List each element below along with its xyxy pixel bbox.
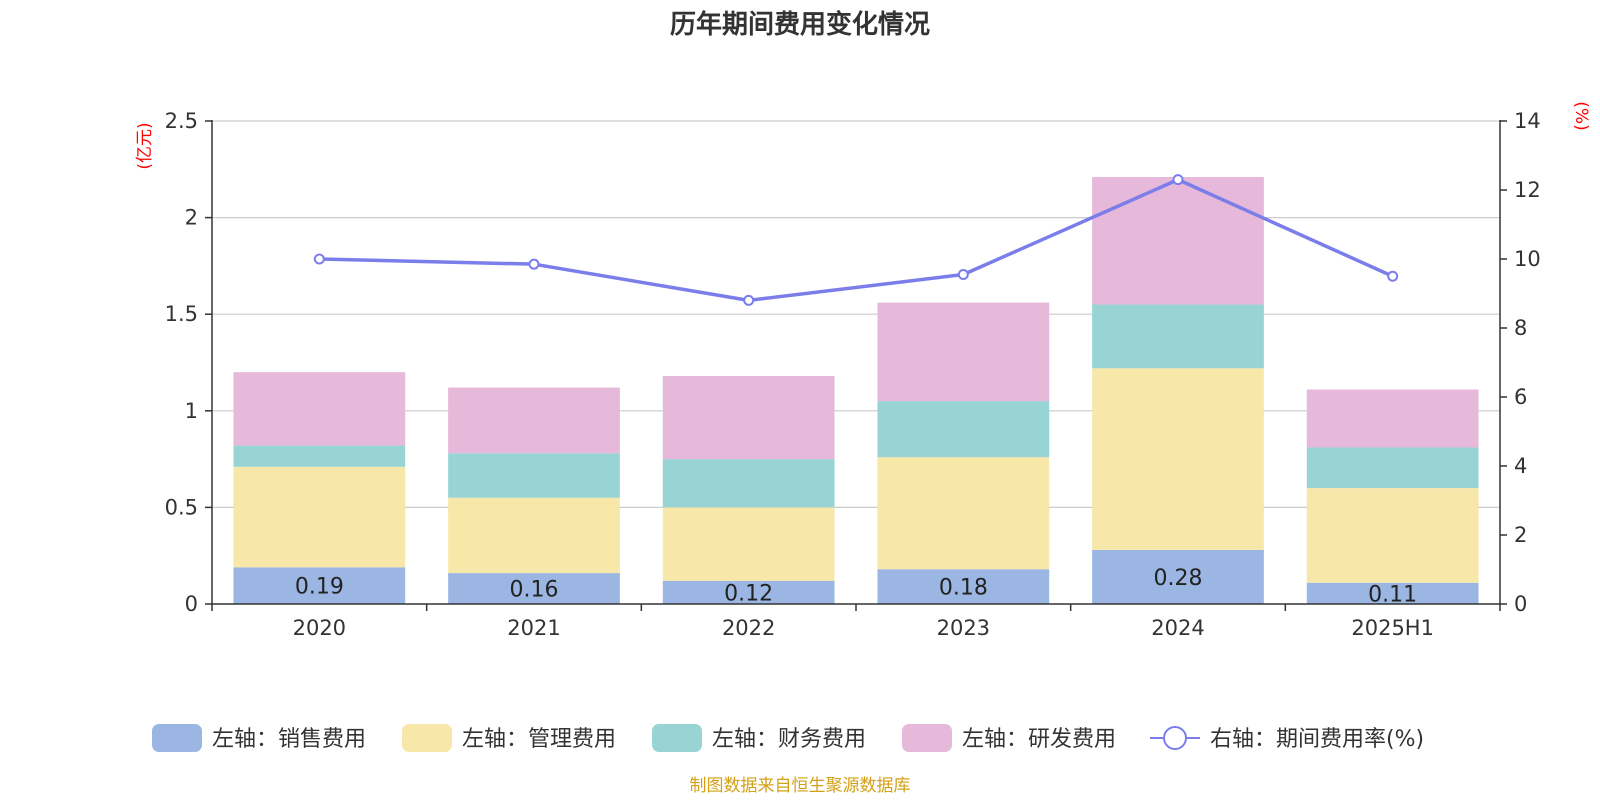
rate-line <box>319 177 1394 303</box>
bar-segment <box>1092 549 1264 604</box>
left-tick-label: 0.5 <box>165 495 198 519</box>
bar-segment <box>1306 389 1479 448</box>
bar-value-label: 0.19 <box>295 575 344 600</box>
bar-segment <box>1306 582 1479 604</box>
bar-segment <box>877 457 1050 570</box>
bar-segment <box>662 580 835 604</box>
bar-segment <box>877 302 1050 402</box>
legend-marker <box>1163 726 1187 750</box>
bar-segment <box>1306 488 1479 583</box>
left-tick-label: 2.5 <box>165 109 198 133</box>
bar-segment <box>448 453 620 498</box>
right-tick-label: 2 <box>1514 523 1527 547</box>
bar-segment <box>662 376 835 460</box>
rate-point <box>528 258 540 270</box>
bar-segment <box>233 466 406 568</box>
right-tick-label: 14 <box>1514 109 1541 133</box>
legend-label: 左轴：研发费用 <box>962 727 1116 752</box>
bar-segment <box>1092 304 1264 369</box>
bar-value-label: 0.12 <box>724 581 773 606</box>
right-tick-label: 8 <box>1514 316 1527 340</box>
x-tick-label: 2024 <box>1151 616 1204 640</box>
left-tick-label: 0 <box>185 592 198 616</box>
legend-label: 右轴：期间费用率(%) <box>1210 727 1424 752</box>
chart-title: 历年期间费用变化情况 <box>670 9 930 40</box>
rate-point <box>957 269 969 281</box>
rate-point <box>313 253 325 265</box>
bar-value-label: 0.28 <box>1154 566 1203 591</box>
left-tick-label: 2 <box>185 206 198 230</box>
right-axis-unit: (%) <box>1571 101 1591 130</box>
right-tick-label: 0 <box>1514 592 1527 616</box>
legend-label: 左轴：销售费用 <box>212 727 366 752</box>
x-tick-label: 2025H1 <box>1351 616 1434 640</box>
x-tick-label: 2022 <box>722 616 775 640</box>
x-tick-label: 2020 <box>293 616 346 640</box>
bar-segment <box>662 507 835 581</box>
bar-value-label: 0.18 <box>939 576 988 601</box>
bar-segment <box>448 387 620 454</box>
legend-label: 左轴：管理费用 <box>462 727 616 752</box>
legend-swatch <box>152 724 202 752</box>
legend-swatch <box>902 724 952 752</box>
axes: 0 0.5 1 1.5 2 2.5 0 2 4 6 8 10 12 14 2020 2021 2022 2023 2… <box>165 109 1541 640</box>
source-note: 制图数据来自恒生聚源数据库 <box>690 776 911 796</box>
legend-swatch <box>652 724 702 752</box>
bar-value-label: 0.11 <box>1368 582 1417 607</box>
rate-point <box>1387 270 1399 282</box>
right-tick-label: 12 <box>1514 178 1541 202</box>
bar-segment <box>1092 177 1264 305</box>
right-tick-label: 10 <box>1514 247 1541 271</box>
bar-value-label: 0.16 <box>510 578 559 603</box>
left-tick-label: 1 <box>185 399 198 423</box>
bar-segment <box>233 567 406 604</box>
left-tick-label: 1.5 <box>165 302 198 326</box>
legend[interactable]: 左轴：销售费用 左轴：管理费用 左轴：财务费用 左轴：研发费用 右轴：期间费用率(%) <box>152 724 1424 752</box>
legend-label: 左轴：财务费用 <box>712 727 866 752</box>
bar-segment <box>662 459 835 508</box>
rate-point <box>743 294 755 306</box>
bar-segment <box>1092 368 1264 550</box>
x-tick-label: 2021 <box>507 616 560 640</box>
rate-line-series <box>313 174 1399 306</box>
bar-series <box>233 177 1479 604</box>
bar-segment <box>448 497 620 574</box>
right-tick-label: 6 <box>1514 385 1527 409</box>
bar-segment <box>1306 447 1479 489</box>
data-labels: 0.19 0.16 0.12 0.18 0.28 0.11 <box>295 566 1417 607</box>
left-axis-unit: (亿元) <box>135 122 155 169</box>
x-tick-label: 2023 <box>937 616 990 640</box>
right-tick-label: 4 <box>1514 454 1527 478</box>
bar-segment <box>877 569 1050 604</box>
rate-point <box>1172 174 1184 186</box>
bar-segment <box>233 372 406 446</box>
grid-lines <box>212 120 1500 508</box>
legend-swatch <box>402 724 452 752</box>
bar-segment <box>448 573 620 604</box>
bar-segment <box>233 445 406 467</box>
bar-segment <box>877 401 1050 458</box>
